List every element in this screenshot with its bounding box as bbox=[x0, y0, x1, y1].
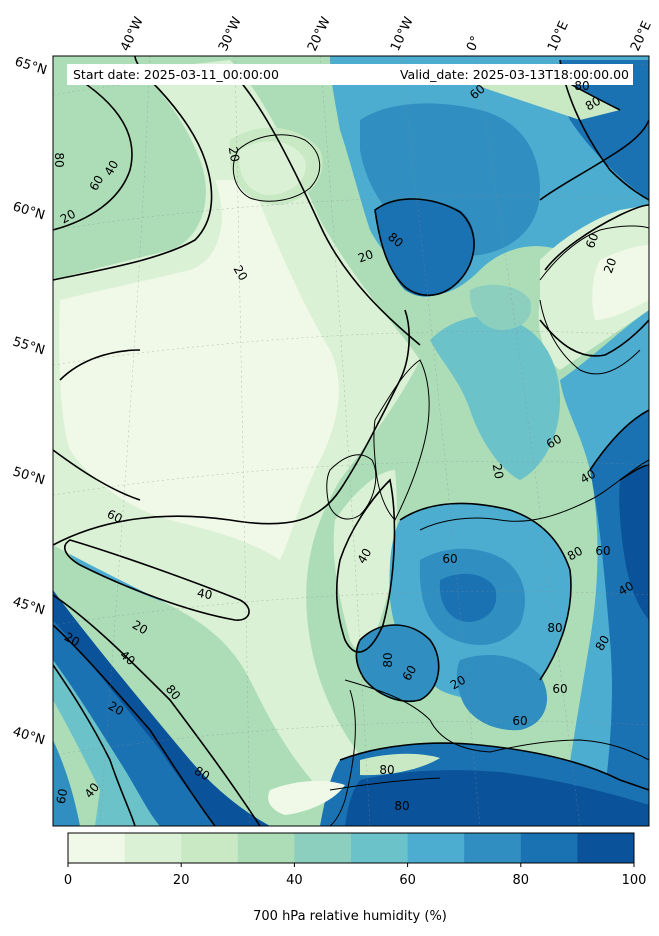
start-date-text: Start date: 2025-03-11_00:00:00 bbox=[73, 67, 279, 82]
contour-label: 80 bbox=[192, 764, 212, 784]
contour-label: 20 bbox=[231, 263, 251, 283]
humidity-map: Start date: 2025-03-11_00:00:00 Valid_da… bbox=[52, 56, 649, 826]
latitude-labels: 65°N 60°N 55°N 50°N 45°N 40°N bbox=[11, 54, 49, 748]
contour-label: 80 bbox=[574, 79, 589, 93]
contour-label: 80 bbox=[394, 799, 409, 813]
contour-label: 60 bbox=[105, 507, 125, 526]
contour-label: 60 bbox=[512, 714, 527, 728]
contour-label: 60 bbox=[400, 663, 420, 683]
colorbar-swatch bbox=[577, 833, 635, 863]
colorbar-swatch bbox=[68, 833, 126, 863]
contour-label: 80 bbox=[565, 544, 585, 564]
colorbar-swatch bbox=[464, 833, 522, 863]
lon-label-0: 0° bbox=[464, 34, 484, 54]
lon-label-10w: 10°W bbox=[388, 15, 417, 54]
lon-label-30w: 30°W bbox=[216, 15, 245, 54]
contour-label: 80 bbox=[379, 763, 394, 777]
lat-label-40n: 40°N bbox=[11, 724, 47, 748]
colorbar-swatch bbox=[124, 833, 182, 863]
longitude-labels: 40°W 30°W 20°W 10°W 0° 10°E 20°E bbox=[118, 15, 655, 54]
contour-label: 80 bbox=[52, 152, 66, 167]
contour-label: 60 bbox=[595, 544, 610, 558]
contour-label: 20 bbox=[130, 618, 150, 638]
contour-label: 20 bbox=[226, 146, 242, 163]
lat-label-55n: 55°N bbox=[11, 334, 47, 358]
valid-date-text: Valid_date: 2025-03-13T18:00:00.00 bbox=[400, 67, 629, 82]
contour-label: 60 bbox=[583, 231, 601, 250]
contour-label: 80 bbox=[593, 633, 613, 653]
lat-label-65n: 65°N bbox=[13, 54, 49, 78]
contour-label: 40 bbox=[616, 579, 636, 599]
colorbar-tick-label: 0 bbox=[64, 873, 72, 888]
contour-label: 20 bbox=[58, 207, 78, 227]
contour-label: 60 bbox=[54, 788, 70, 805]
colorbar-tick-label: 40 bbox=[286, 873, 303, 888]
contour-label: 60 bbox=[87, 173, 107, 193]
colorbar-tick-label: 80 bbox=[513, 873, 530, 888]
contour-label: 60 bbox=[442, 552, 457, 566]
lat-label-45n: 45°N bbox=[11, 594, 47, 618]
contour-label: 40 bbox=[578, 467, 598, 487]
colorbar-frame bbox=[67, 832, 635, 864]
contour-label: 20 bbox=[356, 247, 375, 265]
colorbar-label: 700 hPa relative humidity (%) bbox=[253, 909, 447, 924]
colorbar-swatch bbox=[407, 833, 465, 863]
colorbar-swatch bbox=[520, 833, 578, 863]
colorbar-swatch bbox=[351, 833, 409, 863]
contour-label: 20 bbox=[448, 673, 468, 693]
contour-label: 60 bbox=[544, 432, 564, 452]
colorbar bbox=[68, 833, 635, 863]
contour-label: 80 bbox=[583, 94, 603, 114]
contour-label: 40 bbox=[355, 546, 375, 566]
contour-label: 80 bbox=[547, 621, 562, 635]
info-box bbox=[67, 64, 633, 85]
colorbar-swatch bbox=[181, 833, 239, 863]
colorbar-swatch bbox=[294, 833, 352, 863]
contour-label: 60 bbox=[552, 682, 567, 696]
lon-label-10e: 10°E bbox=[545, 19, 572, 54]
lon-label-40w: 40°W bbox=[118, 15, 147, 54]
contour-label: 40 bbox=[102, 158, 122, 178]
colorbar-tick-label: 100 bbox=[622, 873, 647, 888]
contour-label: 20 bbox=[490, 463, 506, 480]
contour-label: 40 bbox=[196, 586, 213, 602]
contour-label: 20 bbox=[106, 699, 126, 719]
map-frame bbox=[52, 55, 650, 827]
contour-label: 20 bbox=[62, 630, 82, 650]
lon-label-20w: 20°W bbox=[305, 15, 334, 54]
contour-label: 80 bbox=[381, 652, 395, 667]
colorbar-ticks: 0 20 40 60 80 100 bbox=[64, 863, 647, 888]
colorbar-tick-label: 60 bbox=[399, 873, 416, 888]
colorbar-tick-label: 20 bbox=[173, 873, 190, 888]
colorbar-swatch bbox=[237, 833, 295, 863]
contour-label: 20 bbox=[601, 256, 619, 275]
lat-label-60n: 60°N bbox=[11, 199, 47, 223]
lon-label-20e: 20°E bbox=[628, 19, 655, 54]
lat-label-50n: 50°N bbox=[11, 464, 47, 488]
